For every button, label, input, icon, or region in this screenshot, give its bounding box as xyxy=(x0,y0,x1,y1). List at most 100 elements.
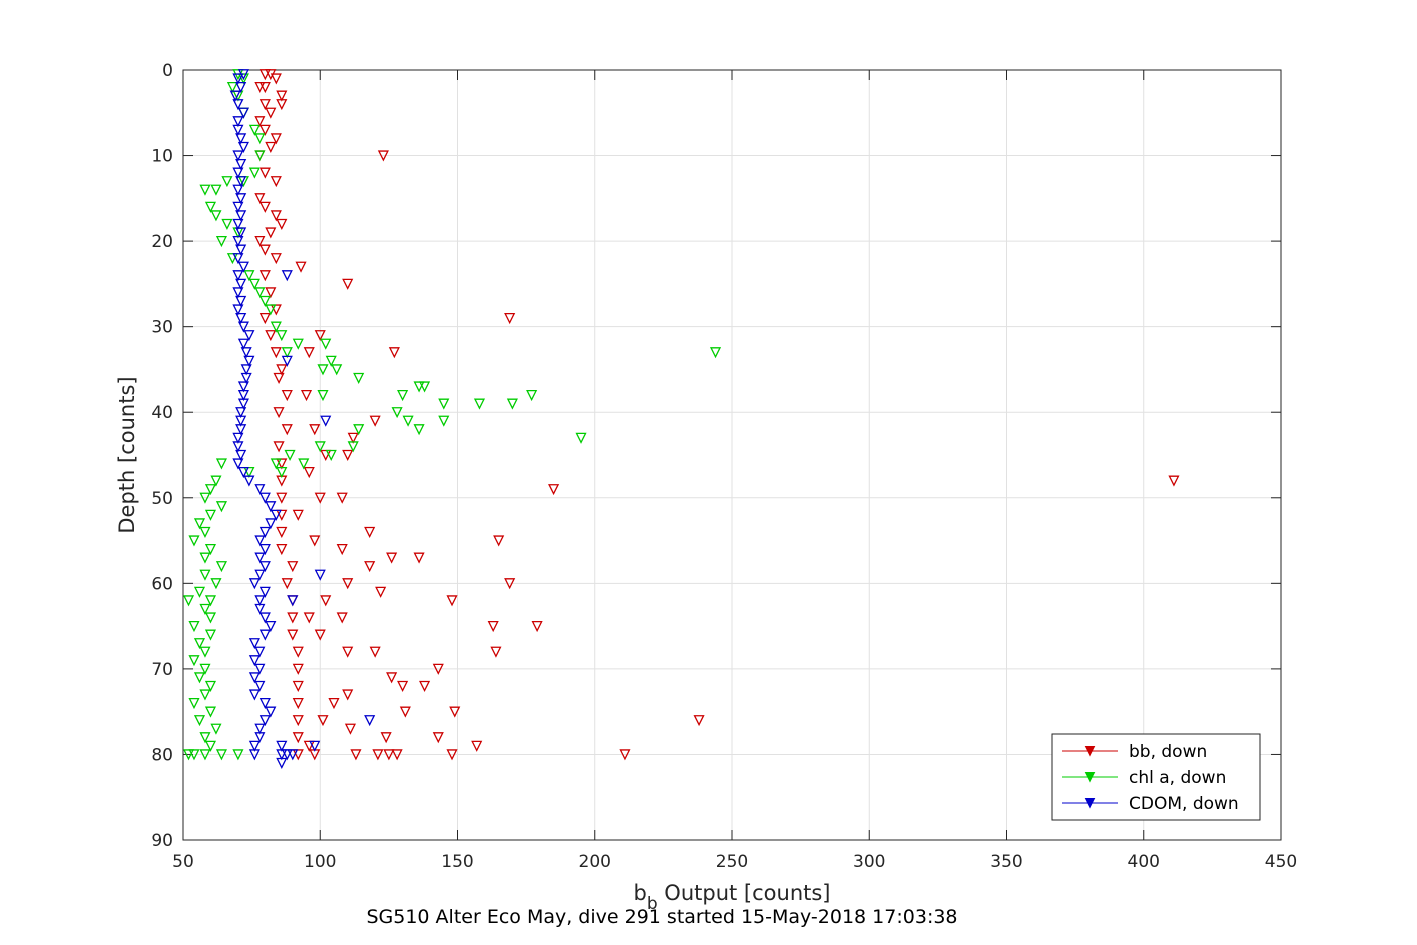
data-point xyxy=(314,441,326,453)
data-point xyxy=(342,646,354,658)
series-0 xyxy=(254,69,1180,761)
data-point xyxy=(303,740,315,752)
data-point xyxy=(226,81,238,94)
data-point xyxy=(235,278,247,290)
data-point xyxy=(336,543,348,556)
data-point xyxy=(232,124,244,136)
data-point xyxy=(235,424,247,436)
data-point xyxy=(259,81,271,94)
data-point xyxy=(438,415,450,427)
legend-entry: CDOM, down xyxy=(1062,794,1239,814)
data-point xyxy=(204,706,217,718)
data-point xyxy=(188,749,200,761)
data-point xyxy=(380,732,392,744)
data-point xyxy=(254,569,266,581)
data-point xyxy=(265,107,277,119)
data-point xyxy=(276,458,288,470)
data-point xyxy=(548,484,560,496)
data-point xyxy=(259,270,271,282)
data-point xyxy=(273,372,285,384)
x-tick-label: 150 xyxy=(441,852,473,872)
data-point xyxy=(449,706,461,718)
data-point xyxy=(413,381,425,393)
data-point xyxy=(193,672,206,684)
data-point xyxy=(303,347,315,359)
data-point xyxy=(248,578,260,590)
data-point xyxy=(273,407,285,419)
legend-entry: bb, down xyxy=(1062,742,1207,762)
data-point xyxy=(309,740,321,752)
data-point xyxy=(188,697,200,710)
data-point xyxy=(281,749,293,761)
data-point xyxy=(210,723,222,735)
data-point xyxy=(204,680,217,692)
data-point xyxy=(235,407,247,419)
data-point xyxy=(254,193,266,205)
data-point xyxy=(364,561,376,573)
data-point xyxy=(235,158,247,171)
data-point xyxy=(199,526,211,538)
data-point xyxy=(254,133,266,145)
data-point xyxy=(342,578,354,590)
data-point xyxy=(320,338,332,350)
data-point xyxy=(446,749,458,761)
data-point xyxy=(276,466,288,479)
data-point xyxy=(270,509,282,521)
data-point xyxy=(270,253,282,265)
data-point xyxy=(254,603,266,615)
data-point xyxy=(259,561,271,573)
data-point xyxy=(237,73,249,85)
y-axis-label: Depth [counts] xyxy=(115,376,139,533)
data-point xyxy=(300,389,313,402)
data-point xyxy=(193,586,206,598)
data-point xyxy=(317,364,329,376)
data-point xyxy=(259,69,271,81)
data-point xyxy=(336,492,348,504)
data-point xyxy=(287,595,299,607)
data-point xyxy=(265,330,277,342)
data-point xyxy=(432,663,444,675)
data-point xyxy=(232,218,244,230)
x-tick-label: 250 xyxy=(716,852,748,872)
data-point xyxy=(259,586,271,598)
data-point xyxy=(342,278,354,290)
data-point xyxy=(273,441,285,453)
data-point xyxy=(248,740,260,752)
data-point xyxy=(575,432,587,444)
data-point xyxy=(235,193,247,205)
data-point xyxy=(292,732,304,744)
data-point xyxy=(693,715,705,727)
data-point xyxy=(281,355,293,367)
data-point xyxy=(235,227,247,239)
data-point xyxy=(237,338,249,350)
data-point xyxy=(314,569,326,581)
data-point xyxy=(237,107,249,119)
data-point xyxy=(344,723,356,735)
data-point xyxy=(432,732,444,744)
data-point xyxy=(391,749,403,761)
data-point xyxy=(259,201,271,213)
data-point xyxy=(419,680,431,692)
data-point xyxy=(314,629,326,641)
data-point xyxy=(232,432,244,444)
y-tick-label: 0 xyxy=(162,61,173,81)
data-point xyxy=(254,663,266,675)
data-point xyxy=(270,321,282,333)
x-tick-label: 300 xyxy=(853,852,885,872)
data-point xyxy=(254,646,266,658)
data-point xyxy=(243,475,255,487)
data-point xyxy=(254,535,266,547)
data-point xyxy=(259,526,271,538)
x-tick-label: 50 xyxy=(172,852,194,872)
data-point xyxy=(292,715,304,727)
data-point xyxy=(314,492,326,504)
data-point xyxy=(375,586,387,598)
data-point xyxy=(276,543,288,556)
data-point xyxy=(320,449,332,461)
data-point xyxy=(199,663,211,675)
data-point xyxy=(235,81,247,94)
y-tick-label: 90 xyxy=(151,831,173,851)
data-point xyxy=(243,330,255,342)
data-point xyxy=(281,424,293,436)
data-point xyxy=(235,449,247,461)
